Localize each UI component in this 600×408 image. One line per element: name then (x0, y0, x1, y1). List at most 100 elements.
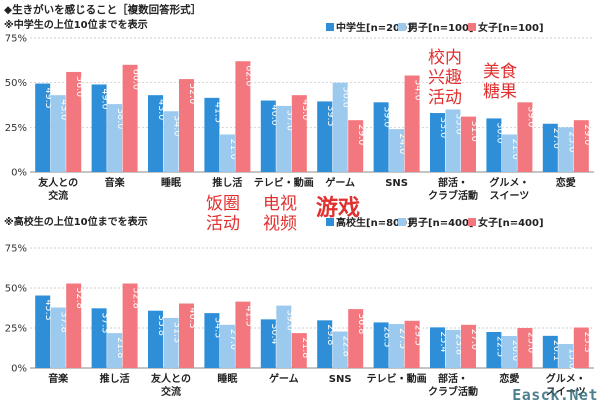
bar (332, 331, 348, 368)
bar (66, 283, 82, 368)
data-label: 21.8 (115, 337, 126, 358)
bar (373, 102, 389, 172)
bar (348, 120, 364, 172)
category-label: 睡眠 (161, 176, 181, 189)
category-label: 友人との (38, 176, 78, 189)
data-label: 22.5 (494, 336, 505, 357)
bar (107, 104, 123, 172)
data-label: 30.4 (269, 323, 280, 344)
bar (107, 333, 123, 368)
hs-bar-chart: 0% 25% 50% 75% 45.3 37.8 52.8 音楽 37.3 21.8 52.8 推し活… (5, 216, 594, 398)
data-label: 33.0 (438, 117, 449, 138)
bar (291, 95, 307, 172)
data-label: 41.5 (243, 306, 254, 327)
y-tick-label: 0% (11, 168, 27, 179)
data-label: 29.0 (582, 124, 593, 145)
data-label: 20.1 (551, 340, 562, 361)
bar (404, 75, 420, 172)
category-label: 部活・ (438, 176, 468, 189)
annotation-tv-video: 电视 视频 (263, 194, 297, 234)
data-label: 28.5 (382, 326, 393, 347)
legend-swatch (398, 23, 406, 31)
data-label: 43.0 (59, 99, 70, 120)
bar (389, 129, 405, 172)
bar (461, 116, 476, 172)
category-label: 友人との (151, 372, 191, 385)
data-label: 39.0 (382, 106, 393, 127)
bar (163, 317, 179, 368)
bar (445, 329, 461, 368)
legend-label: 中学生[n=200] (336, 21, 412, 34)
category-label: クラブ活動 (428, 189, 478, 202)
category-label: 睡眠 (217, 372, 237, 385)
y-tick-label: 75% (5, 34, 27, 45)
bar (66, 71, 82, 172)
y-tick-label: 50% (5, 284, 27, 295)
legend-swatch (468, 218, 476, 226)
data-label: 22.8 (341, 336, 352, 357)
bar (348, 309, 364, 368)
legend-label: 女子[n=400] (478, 216, 544, 229)
data-label: 29.5 (413, 325, 424, 346)
data-label: 29.8 (325, 324, 336, 345)
data-label: 37.0 (284, 110, 295, 131)
bar (148, 310, 163, 368)
data-label: 21.0 (228, 138, 239, 159)
bar (461, 324, 476, 368)
bar (542, 123, 558, 172)
y-tick-label: 0% (11, 364, 27, 375)
bar (332, 82, 348, 172)
category-label: ゲーム (269, 372, 299, 385)
bar (219, 134, 235, 172)
bar (276, 105, 292, 172)
category-label: 恋愛 (499, 372, 519, 385)
data-label: 21.0 (510, 138, 521, 159)
figure-title: ◆生きがいを感じること［複数回答形式］ (4, 4, 202, 16)
bar (389, 324, 405, 368)
data-label: 34.3 (212, 317, 223, 338)
bar (91, 84, 107, 172)
bar (542, 335, 558, 368)
category-label: テレビ・動画 (254, 176, 314, 189)
category-label: スイーツ (546, 386, 586, 398)
category-label: ゲーム (325, 176, 355, 189)
annotation-oshi-katsu: 饭圈 活动 (206, 194, 240, 234)
data-label: 25.0 (525, 332, 536, 353)
data-label: 49.0 (100, 88, 111, 109)
y-tick-label: 25% (5, 324, 27, 335)
data-label: 35.8 (156, 315, 167, 336)
data-label: 39.0 (284, 310, 295, 331)
jhs-chart-panel: 0% 25% 50% 75% 49.5 43.0 56.0 友人との 交流 49.0 38.0 60.… (5, 21, 594, 202)
category-label: SNS (385, 178, 408, 189)
data-label: 43.0 (156, 99, 167, 120)
bar (148, 95, 163, 172)
category-label: 音楽 (105, 176, 126, 189)
hs-chart-panel: 0% 25% 50% 75% 45.3 37.8 52.8 音楽 37.3 21.8 52.8 推し活… (0, 200, 600, 404)
data-label: 41.5 (212, 102, 223, 123)
bar (430, 113, 445, 172)
data-label: 43.0 (300, 99, 311, 120)
category-label: 音楽 (48, 372, 69, 385)
bar (373, 322, 389, 368)
bar (430, 327, 445, 368)
annotation-game: 游戏 (316, 195, 361, 221)
data-label: 25.0 (566, 131, 577, 152)
bar (204, 97, 220, 172)
category-label: 交流 (48, 189, 68, 202)
category-label: スイーツ (489, 190, 529, 202)
data-label: 60.0 (131, 69, 142, 90)
data-label: 62.0 (243, 65, 254, 86)
data-label: 27.0 (469, 329, 480, 350)
bar (50, 307, 66, 368)
hs-chart-subtitle: ※高校生の上位10位までを表示 (4, 217, 148, 228)
data-label: 23.8 (454, 334, 465, 355)
data-label: 27.0 (228, 329, 239, 350)
bar (573, 120, 589, 172)
data-label: 40.0 (269, 105, 280, 126)
data-label: 24.0 (397, 133, 408, 154)
data-label: 15.0 (566, 348, 577, 369)
data-label: 49.5 (43, 88, 54, 109)
data-label: 25.4 (438, 331, 449, 352)
